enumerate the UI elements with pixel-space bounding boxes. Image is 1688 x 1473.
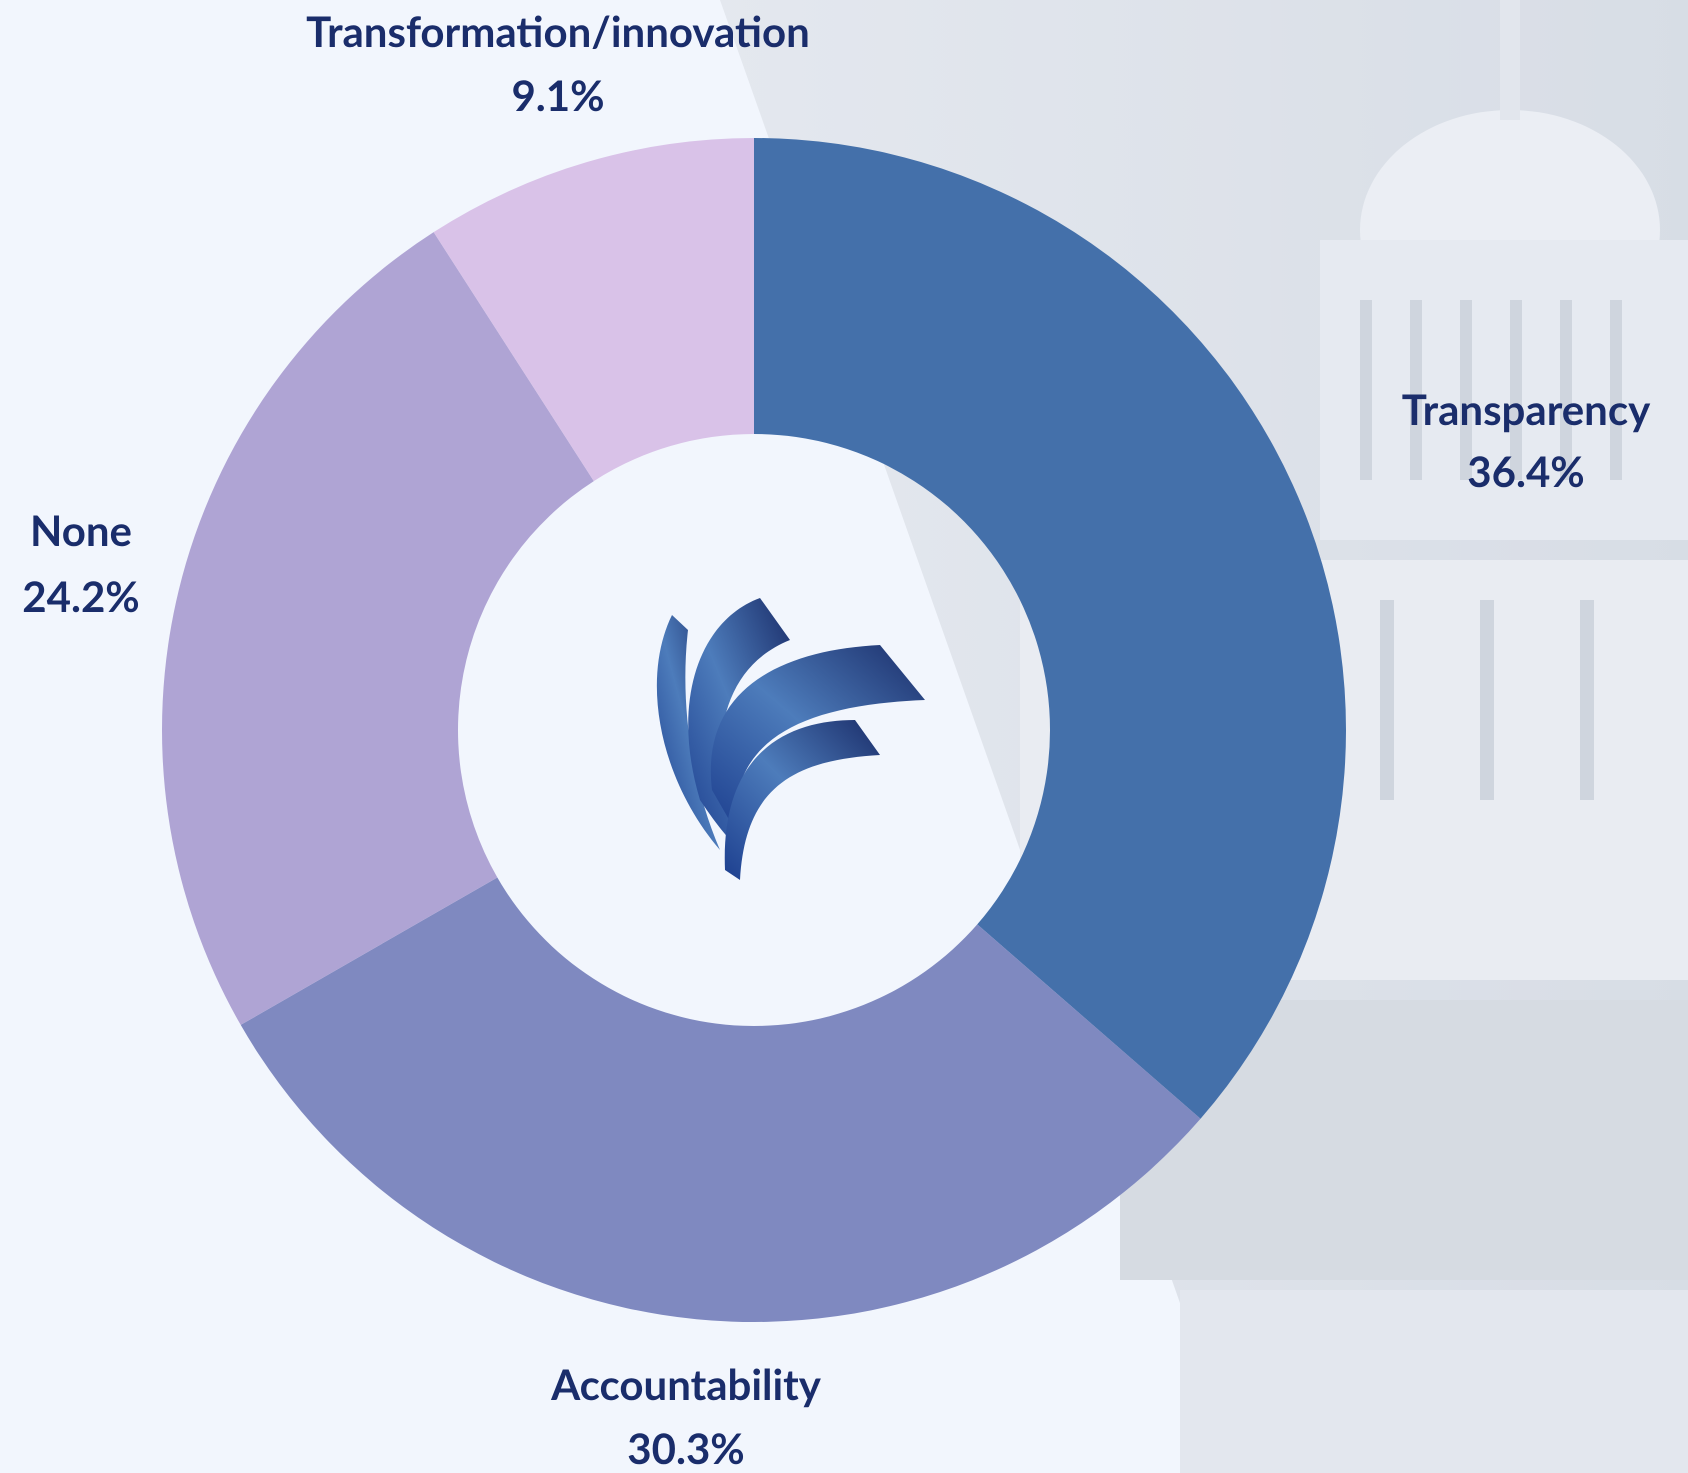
labels: Transparency 36.4% Accountability 30.3% None… (22, 6, 1651, 1473)
slice (161, 232, 594, 1025)
value-label: 30.3% (627, 1423, 744, 1473)
category-label: None (30, 505, 132, 555)
value-label: 9.1% (511, 70, 604, 120)
slice (433, 138, 754, 482)
slice (240, 877, 1201, 1322)
category-label: Transparency (1402, 384, 1651, 434)
category-label: Accountability (550, 1359, 822, 1409)
donut (161, 138, 1346, 1322)
category-label: Transformation/innovation (306, 6, 810, 56)
slice (754, 138, 1346, 1119)
logo (656, 598, 925, 880)
value-label: 24.2% (22, 571, 139, 621)
value-label: 36.4% (1467, 446, 1584, 496)
